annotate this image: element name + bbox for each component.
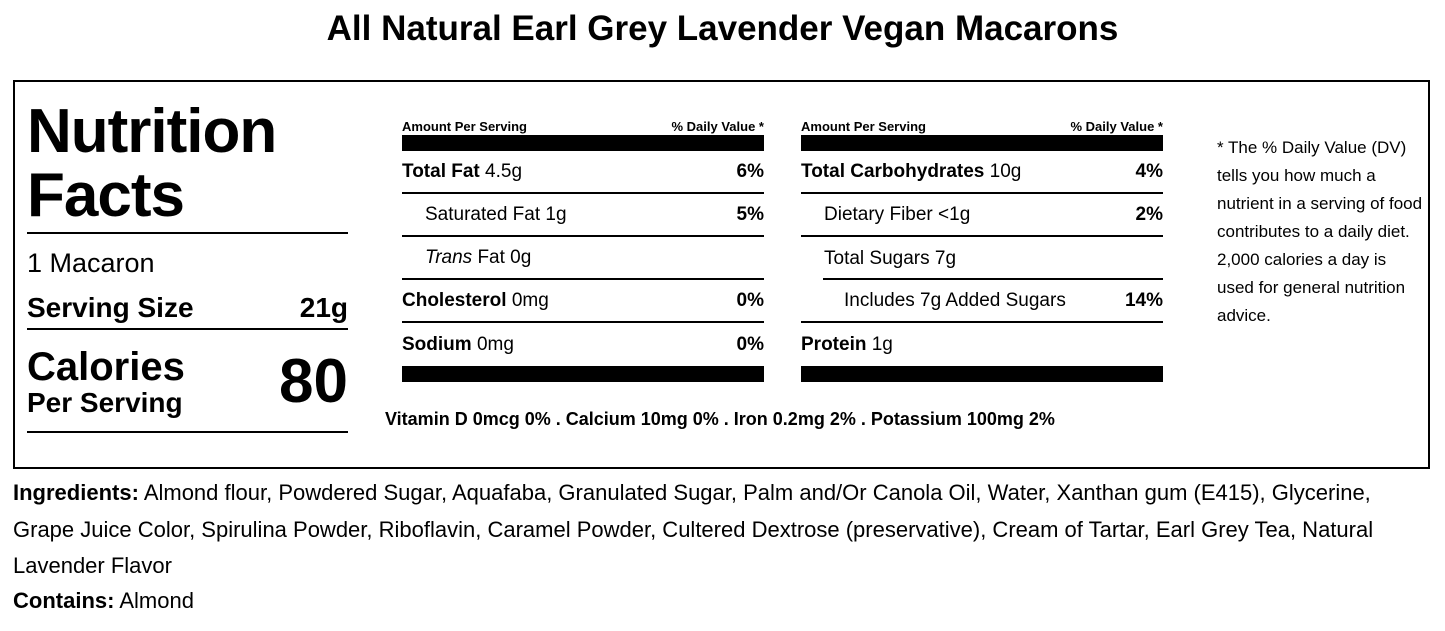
nutrient-amount: 4.5g xyxy=(485,160,523,182)
thick-divider xyxy=(801,135,1163,151)
nutrient-name: Total Sugars xyxy=(824,247,930,269)
nutrient-amount: 1g xyxy=(871,333,893,355)
allergen-statement: Contains: Almond xyxy=(13,584,194,618)
nutrition-facts-heading: Nutrition Facts xyxy=(27,97,277,230)
table-header: Amount Per Serving % Daily Value * xyxy=(801,115,1163,135)
ingredients-label: Ingredients: xyxy=(13,480,139,505)
nutrient-amount: 10g xyxy=(989,160,1022,182)
nutrient-name: Cholesterol xyxy=(402,289,507,311)
nutrient-table-right: Amount Per Serving % Daily Value * Total… xyxy=(801,115,1163,382)
ingredients-statement: Ingredients: Almond flour, Powdered Suga… xyxy=(13,475,1433,585)
nutrient-name: Total Carbohydrates xyxy=(801,160,985,182)
calories-sublabel: Per Serving xyxy=(27,387,183,418)
nutrient-dv: 4% xyxy=(1135,160,1163,182)
daily-value-header: % Daily Value * xyxy=(671,119,765,134)
daily-value-header: % Daily Value * xyxy=(1070,119,1164,134)
ingredients-text: Almond flour, Powdered Sugar, Aquafaba, … xyxy=(13,480,1374,578)
nutrient-row-sodium: Sodium 0mg 0% xyxy=(402,323,764,366)
nutrient-amount: <1g xyxy=(938,203,971,225)
nutrient-name: Saturated Fat xyxy=(425,203,541,225)
nutrient-dv: 6% xyxy=(736,160,764,182)
contains-text: Almond xyxy=(119,588,194,613)
nutrient-amount: 1g xyxy=(545,203,567,225)
nutrient-dv: 0% xyxy=(736,289,764,311)
divider xyxy=(27,232,348,234)
thick-divider xyxy=(402,366,764,382)
nutrition-facts-panel: Nutrition Facts 1 Macaron Serving Size 2… xyxy=(13,80,1430,469)
nutrient-dv: 2% xyxy=(1135,203,1163,225)
daily-value-footnote: * The % Daily Value (DV) tells you how m… xyxy=(1217,138,1423,325)
product-title: All Natural Earl Grey Lavender Vegan Mac… xyxy=(326,9,1119,48)
nutrient-table-left: Amount Per Serving % Daily Value * Total… xyxy=(402,115,764,382)
nutrient-dv: 0% xyxy=(736,333,764,355)
serving-size-value: 21g xyxy=(299,292,348,323)
amount-per-serving-header: Amount Per Serving xyxy=(402,119,527,134)
nutrient-row-cholesterol: Cholesterol 0mg 0% xyxy=(402,280,764,323)
servings-per-container: 1 Macaron xyxy=(27,248,155,278)
nutrient-row-protein: Protein 1g xyxy=(801,323,1163,366)
nutrient-amount: Fat 0g xyxy=(477,246,532,268)
nutrient-name: Includes 7g Added Sugars xyxy=(844,289,1066,311)
amount-per-serving-header: Amount Per Serving xyxy=(801,119,926,134)
divider xyxy=(27,431,348,433)
calories-value: 80 xyxy=(279,347,348,416)
nutrient-dv: 14% xyxy=(1124,289,1163,311)
thick-divider xyxy=(402,135,764,151)
contains-label: Contains: xyxy=(13,588,115,613)
nutrient-name: Protein xyxy=(801,333,867,355)
thick-divider xyxy=(801,366,1163,382)
nutrient-name: Dietary Fiber xyxy=(824,203,933,225)
nutrient-row-saturated-fat: Saturated Fat 1g 5% xyxy=(402,194,764,237)
calories-label: Calories xyxy=(27,345,185,389)
nutrient-row-trans-fat: Trans Fat 0g xyxy=(402,237,764,280)
nutrient-name: Trans xyxy=(425,246,473,268)
nutrient-amount: 7g xyxy=(934,247,957,269)
nutrient-row-total-fat: Total Fat 4.5g 6% xyxy=(402,151,764,194)
nutrient-row-added-sugars: Includes 7g Added Sugars 14% xyxy=(801,280,1163,323)
nutrient-dv: 5% xyxy=(736,203,764,225)
nutrient-amount: 0mg xyxy=(476,333,514,355)
vitamins-minerals-line: Vitamin D 0mcg 0% . Calcium 10mg 0% . Ir… xyxy=(385,409,1055,429)
nutrient-amount: 0mg xyxy=(511,289,549,311)
nutrient-name: Sodium xyxy=(402,333,472,355)
nutrient-row-total-carbohydrates: Total Carbohydrates 10g 4% xyxy=(801,151,1163,194)
divider xyxy=(27,328,348,330)
table-header: Amount Per Serving % Daily Value * xyxy=(402,115,764,135)
serving-size-label: Serving Size xyxy=(27,292,194,323)
nutrient-name: Total Fat xyxy=(402,160,480,182)
nutrient-row-dietary-fiber: Dietary Fiber <1g 2% xyxy=(801,194,1163,237)
nutrient-row-total-sugars: Total Sugars 7g xyxy=(801,237,1163,280)
